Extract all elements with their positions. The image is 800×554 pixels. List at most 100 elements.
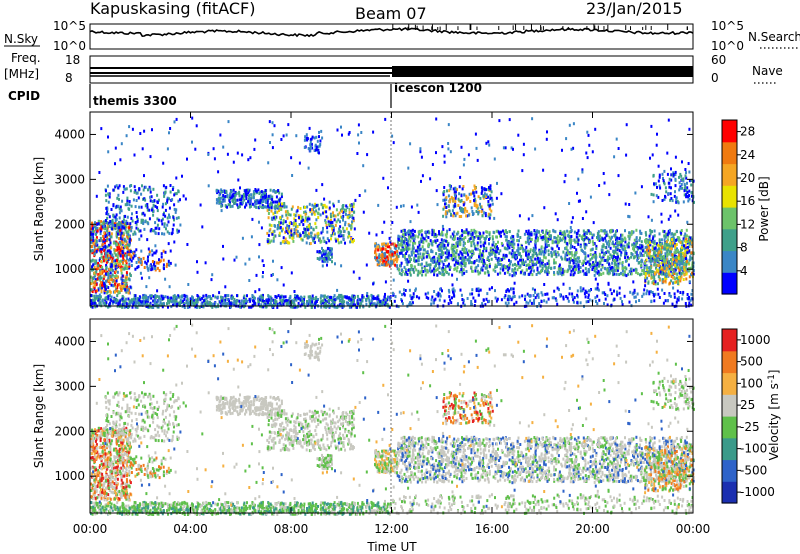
power-cell: [664, 241, 667, 245]
power-cell: [486, 257, 489, 261]
power-cell: [534, 241, 537, 245]
power-cell: [547, 253, 550, 257]
power-cell: [606, 268, 609, 272]
power-cell: [385, 244, 387, 248]
power-cell: [280, 229, 283, 233]
power-cell: [662, 257, 665, 261]
power-cell: [453, 237, 455, 241]
power-cell: [679, 241, 682, 245]
power-cell: [685, 228, 688, 232]
power-cell: [433, 229, 435, 233]
power-cell: [245, 203, 248, 207]
power-cell: [482, 231, 485, 235]
power-cell: [124, 283, 126, 287]
power-cell: [605, 230, 608, 234]
power-cell: [91, 251, 94, 255]
power-cell: [624, 259, 627, 263]
power-cell: [250, 196, 253, 200]
power-cell: [670, 269, 673, 273]
power-cell: [116, 226, 119, 230]
power-cell: [118, 197, 120, 201]
power-cell: [684, 269, 687, 273]
power-cell: [649, 260, 652, 264]
power-cell: [137, 265, 140, 269]
power-cell: [547, 243, 550, 247]
power-cell: [168, 215, 171, 219]
power-cell: [300, 237, 303, 241]
power-cell: [455, 249, 458, 253]
power-cell: [391, 302, 394, 306]
power-cell: [342, 238, 345, 241]
power-cell: [316, 203, 319, 207]
power-cell: [641, 269, 644, 272]
power-cell: [441, 250, 443, 254]
power-cell: [272, 212, 275, 216]
power-cell: [222, 193, 225, 197]
power-cell: [452, 197, 455, 201]
power-cell: [160, 219, 163, 223]
power-cell: [542, 235, 545, 239]
power-cell: [448, 209, 451, 213]
power-cell: [162, 249, 165, 253]
power-cell: [130, 204, 133, 208]
power-cell: [315, 218, 318, 222]
power-cell: [600, 256, 603, 260]
power-cell: [315, 203, 318, 207]
power-cell: [559, 239, 562, 243]
power-cell: [109, 290, 112, 294]
power-cell: [479, 244, 482, 248]
power-cell: [563, 230, 566, 234]
power-cell: [523, 232, 526, 236]
power-cell: [672, 233, 675, 237]
noise-ytick-left-bottom: 10^0: [53, 39, 86, 53]
power-cell: [173, 207, 176, 211]
power-cell: [593, 252, 596, 256]
power-cell: [475, 258, 478, 262]
power-cell: [280, 207, 283, 211]
power-cell: [615, 263, 617, 267]
power-cell: [310, 212, 313, 216]
power-cell: [140, 257, 142, 261]
power-cell: [381, 261, 384, 265]
power-cell: [678, 253, 681, 257]
power-cell: [459, 199, 462, 203]
power-cell: [392, 262, 395, 266]
power-cell: [545, 243, 548, 247]
power-cell: [262, 191, 265, 195]
power-cell: [626, 243, 629, 247]
power-cell: [480, 266, 483, 270]
power-cell: [271, 232, 274, 236]
power-cell: [94, 280, 97, 284]
power-cell: [99, 295, 102, 299]
power-cell: [658, 184, 661, 188]
power-cell: [637, 256, 640, 260]
power-cell: [589, 263, 591, 267]
power-cell: [471, 253, 473, 257]
power-cell: [237, 206, 240, 210]
power-cell: [455, 251, 458, 255]
power-cell: [243, 194, 245, 198]
power-cell: [596, 236, 598, 239]
power-cell: [651, 275, 654, 279]
power-cell: [532, 253, 535, 257]
power-cell: [116, 265, 119, 268]
power-cell: [322, 257, 325, 261]
power-cell: [447, 194, 450, 198]
power-cell: [228, 303, 231, 307]
power-cell: [174, 210, 177, 214]
power-cell: [684, 260, 687, 264]
power-cell: [411, 253, 413, 257]
power-cell: [464, 262, 467, 265]
power-cell: [600, 238, 602, 242]
power-cell: [568, 257, 571, 261]
power-cell: [544, 256, 547, 260]
power-cell: [427, 244, 430, 248]
power-cell: [106, 223, 109, 227]
power-cell: [616, 268, 619, 272]
power-cell: [118, 237, 120, 240]
power-cell: [304, 216, 307, 220]
power-cell: [570, 235, 573, 238]
power-cell: [126, 272, 128, 276]
power-cell: [411, 233, 414, 237]
power-cell: [680, 275, 683, 279]
